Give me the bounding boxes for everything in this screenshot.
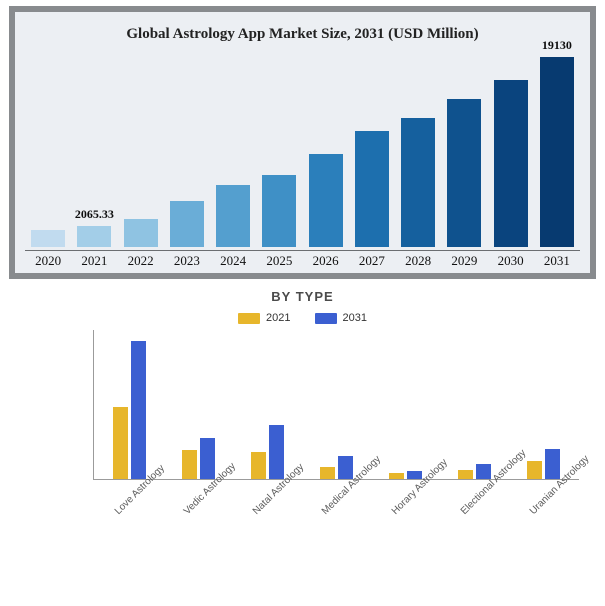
bar-2027 [352,131,392,247]
x-tick-label: 2022 [121,253,161,273]
bar [494,80,528,247]
bar-2025 [259,175,299,247]
bar-2031 [269,425,284,479]
bar-group [113,341,146,479]
chart-title: Global Astrology App Market Size, 2031 (… [15,12,590,53]
bar [124,219,158,247]
x-tick-label: Medical Astrology [320,488,377,545]
bar-group [320,456,353,479]
bar-2028 [398,118,438,247]
x-tick-label: 2023 [167,253,207,273]
bar-group [389,471,422,479]
x-axis-line [25,250,580,251]
bar-2031: 19130 [537,57,577,247]
chart-plot-area: 2065.33 19130 2020 2021 2022 2023 2024 2025 202… [25,53,580,273]
bar-2031 [200,438,215,479]
market-size-chart: Global Astrology App Market Size, 2031 (… [9,6,596,279]
bar-group [527,449,560,479]
x-tick-label: 2029 [444,253,484,273]
bar-2021 [113,407,128,479]
bar-2023 [167,201,207,247]
bar [401,118,435,247]
x-tick-label: Vedic Astrology [182,488,239,545]
bar [540,57,574,247]
bar-2021: 2065.33 [74,226,114,247]
bar-2031 [131,341,146,479]
bar [216,185,250,247]
bar-2029 [444,99,484,247]
x-tick-label: 2027 [352,253,392,273]
bar-2021 [182,450,197,479]
x-tick-label: 2024 [213,253,253,273]
x-tick-label: Love Astrology [113,488,170,545]
bar-2021 [251,452,266,479]
bar-value-label: 19130 [542,38,572,53]
bar-2031 [338,456,353,479]
x-tick-label: Natal Astrology [251,488,308,545]
bar-2021 [527,461,542,479]
bar-2030 [491,80,531,247]
x-tick-label: 2031 [537,253,577,273]
bar [31,230,65,247]
legend-item-2021: 2021 [238,312,290,324]
bar [170,201,204,247]
x-tick-label: Electional Astrology [459,488,516,545]
x-tick-label: 2025 [259,253,299,273]
bar-2020 [28,230,68,247]
bar-group [251,425,284,479]
bar-2021 [458,470,473,479]
y-axis-line [93,330,94,480]
bar-2026 [306,154,346,247]
bar [355,131,389,247]
bar-2031 [545,449,560,479]
by-type-chart: BY TYPE 2021 2031 Love AstrologyVedic As… [23,289,583,530]
x-tick-label: 2020 [28,253,68,273]
bar [262,175,296,247]
x-tick-label: Uranian Astrology [528,488,585,545]
x-tick-label: 2030 [491,253,531,273]
chart-plot-area: Love AstrologyVedic AstrologyNatal Astro… [23,330,583,530]
bar-group [458,464,491,479]
x-tick-label: 2028 [398,253,438,273]
x-tick-label: Horary Astrology [389,488,446,545]
bar-2031 [476,464,491,479]
bar-2022 [121,219,161,247]
bar-value-label: 2065.33 [75,207,114,222]
legend: 2021 2031 [23,312,583,324]
bar-2021 [320,467,335,479]
bar-group [182,438,215,479]
legend-swatch [315,313,337,324]
chart-title: BY TYPE [23,289,583,304]
x-tick-label: 2026 [306,253,346,273]
bar [447,99,481,247]
legend-swatch [238,313,260,324]
x-tick-label: 2021 [74,253,114,273]
legend-item-2031: 2031 [315,312,367,324]
bar [309,154,343,247]
bar [77,226,111,247]
legend-label: 2031 [343,312,367,324]
legend-label: 2021 [266,312,290,324]
bar-2024 [213,185,253,247]
